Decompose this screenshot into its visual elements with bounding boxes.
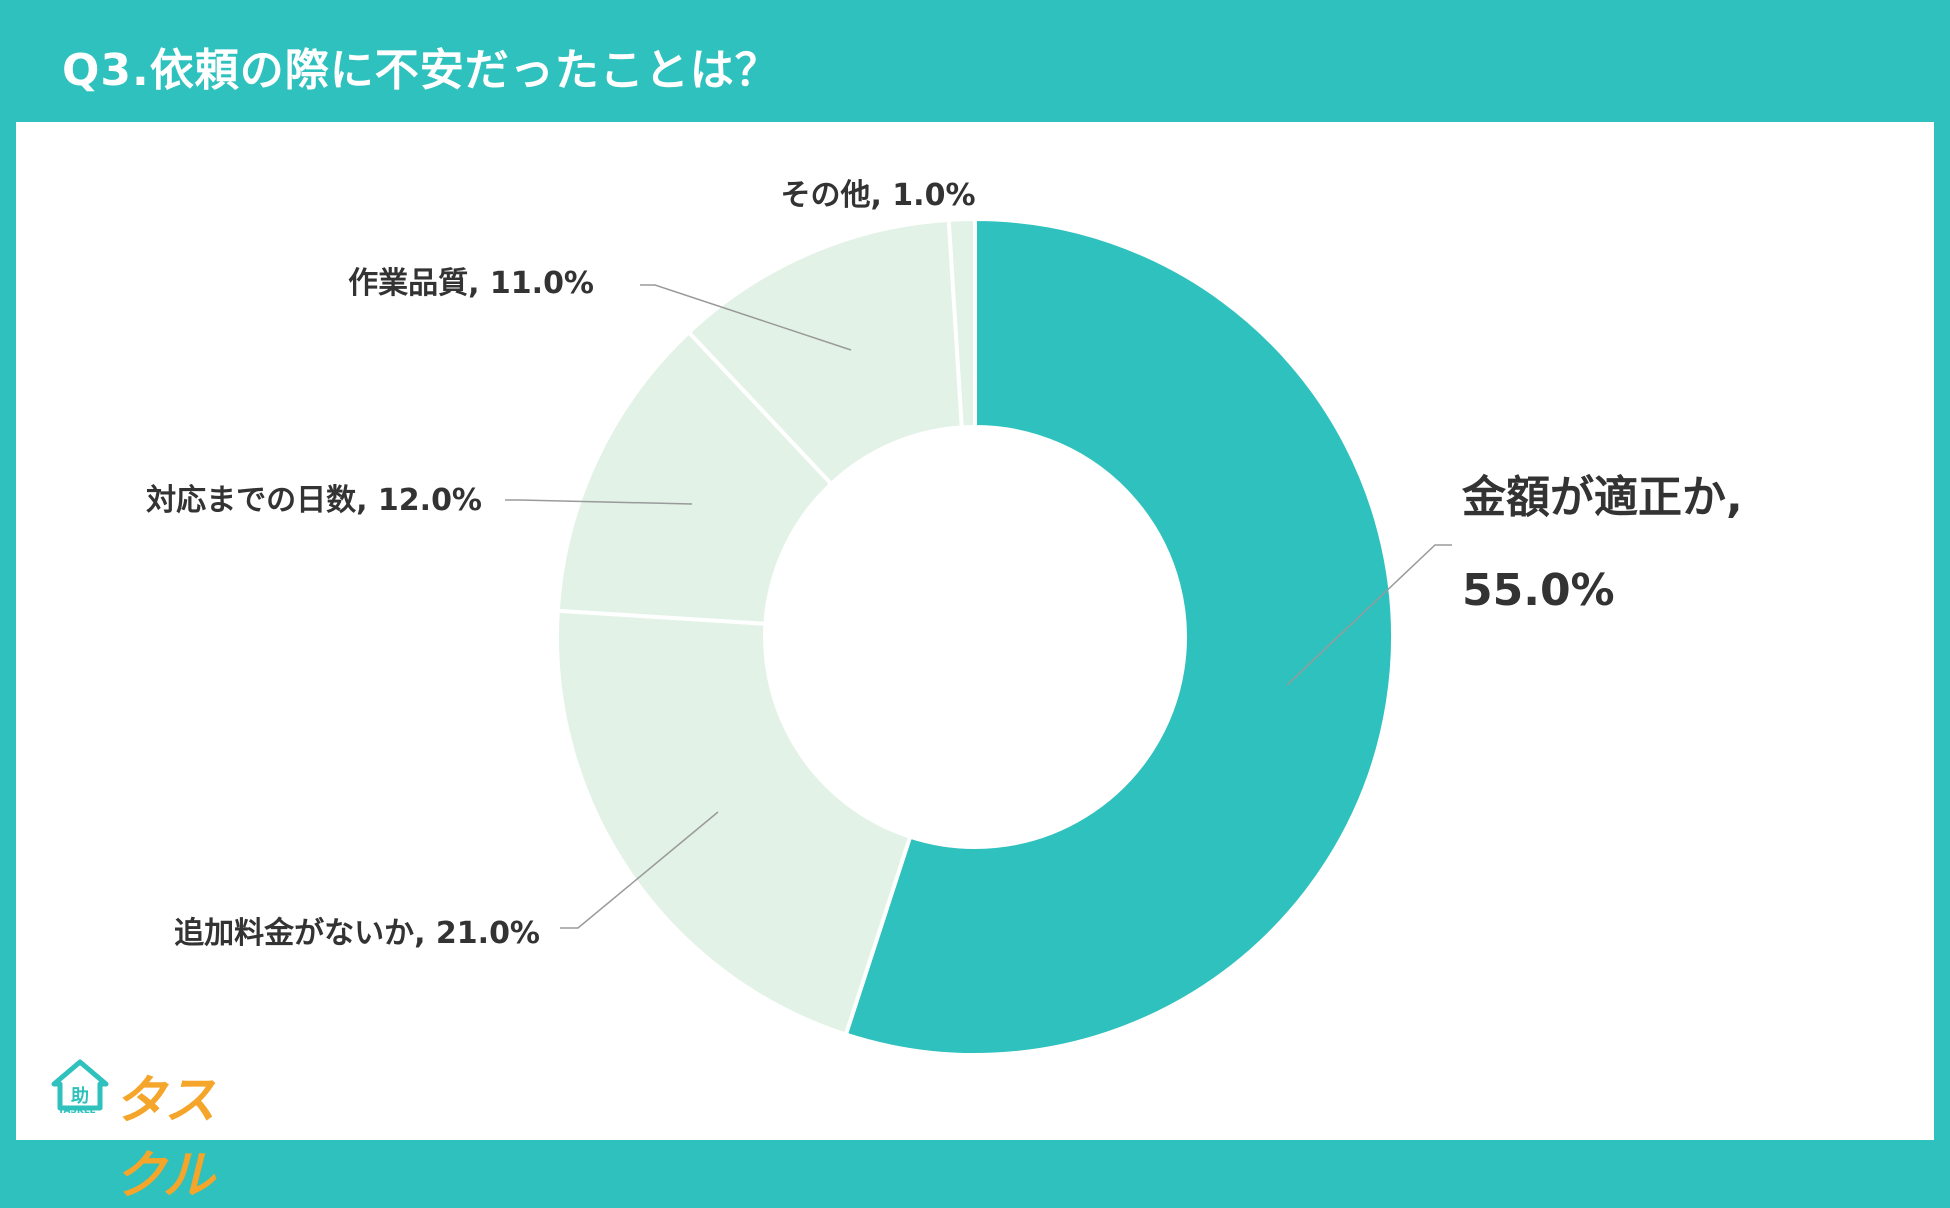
label-nissu: 対応までの日数, 12.0% — [146, 483, 482, 518]
slice-kingaku — [843, 216, 1395, 1057]
leader-line-hinshitsu — [640, 284, 852, 351]
chart-title: Q3.依頼の際に不安だったことは？ — [62, 45, 780, 96]
leader-lines — [505, 284, 1452, 929]
slice-labels: 金額が適正か, 55.0% 追加料金がないか, 21.0% 対応までの日数, 1… — [146, 178, 1743, 951]
label-tsuika: 追加料金がないか, 21.0% — [174, 916, 540, 951]
donut-slices — [555, 216, 1395, 1057]
slice-nissu — [555, 329, 835, 626]
logo-text: タスクル — [114, 1071, 216, 1206]
label-kingaku-line1: 金額が適正か, — [1461, 472, 1743, 523]
taskle-logo: 助 TASKLE タスクル — [50, 1058, 260, 1206]
label-sonota: その他, 1.0% — [780, 178, 975, 213]
leader-line-tsuika — [560, 811, 719, 929]
leader-line-kingaku — [1286, 544, 1452, 686]
house-icon: 助 — [51, 1059, 109, 1111]
slice-sonota — [946, 216, 977, 430]
logo-badge: 助 — [71, 1085, 89, 1107]
chart-frame: Q3.依頼の際に不安だったことは？ 金額が適正か, 55.0% 追加料金がないか… — [16, 45, 1934, 1206]
logo-sub: TASKLE — [58, 1106, 96, 1116]
slice-tsuika — [555, 608, 913, 1038]
leader-line-nissu — [505, 499, 693, 505]
label-hinshitsu: 作業品質, 11.0% — [348, 266, 594, 301]
label-kingaku-line2: 55.0% — [1462, 565, 1615, 616]
donut-chart: 金額が適正か, 55.0% 追加料金がないか, 21.0% 対応までの日数, 1… — [146, 178, 1743, 1057]
